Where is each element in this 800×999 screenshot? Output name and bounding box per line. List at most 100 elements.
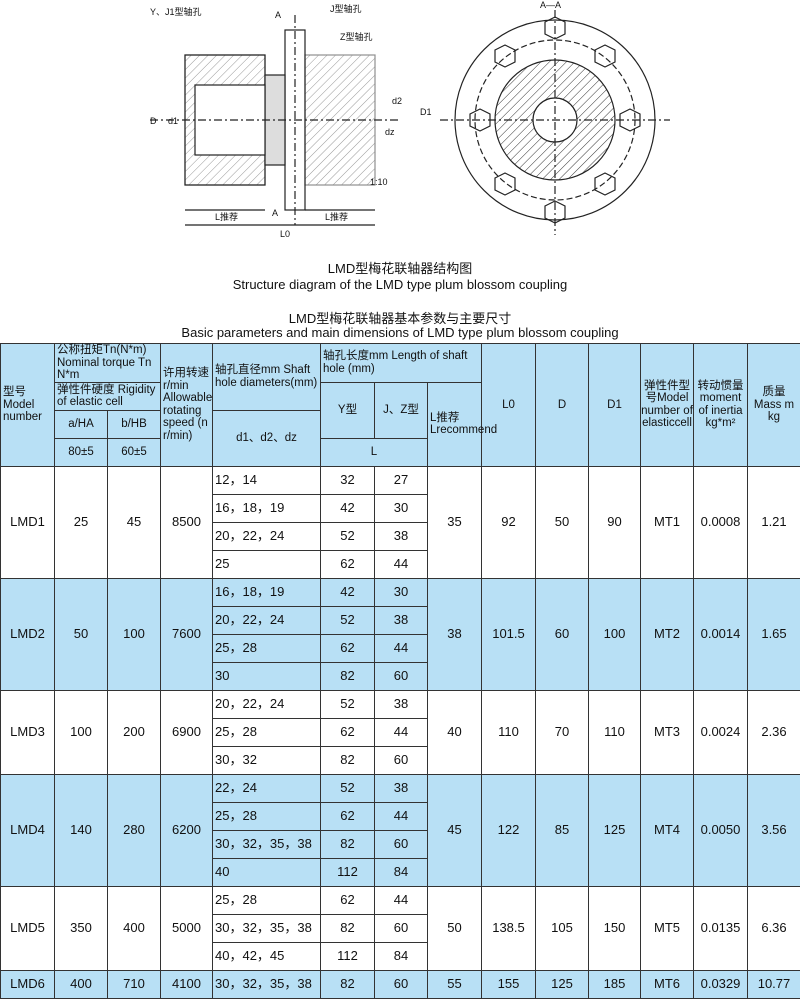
length-y-cell: 82 bbox=[321, 914, 375, 942]
model-cell: LMD6 bbox=[1, 970, 55, 998]
lrec-cell: 35 bbox=[428, 466, 482, 578]
torque-a-cell: 100 bbox=[55, 690, 108, 774]
D1-cell: 150 bbox=[589, 886, 641, 970]
header-lrec: L推荐 Lrecommend bbox=[428, 382, 482, 466]
length-jz-cell: 44 bbox=[375, 718, 428, 746]
shaft-dia-cell: 30 bbox=[213, 662, 321, 690]
label-a-top: A bbox=[275, 10, 281, 20]
header-length: 轴孔长度mm Length of shaft hole (mm) bbox=[321, 344, 482, 383]
header-l0: L0 bbox=[482, 344, 536, 467]
torque-a-cell: 350 bbox=[55, 886, 108, 970]
length-jz-cell: 38 bbox=[375, 606, 428, 634]
label-j-hole: J型轴孔 bbox=[330, 3, 362, 14]
length-jz-cell: 84 bbox=[375, 942, 428, 970]
lrec-cell: 40 bbox=[428, 690, 482, 774]
speed-cell: 4100 bbox=[161, 970, 213, 998]
speed-cell: 7600 bbox=[161, 578, 213, 690]
shaft-dia-cell: 16，18，19 bbox=[213, 578, 321, 606]
model-cell: LMD2 bbox=[1, 578, 55, 690]
shaft-dia-cell: 20，22，24 bbox=[213, 522, 321, 550]
length-jz-cell: 44 bbox=[375, 886, 428, 914]
cell-cell: MT3 bbox=[641, 690, 694, 774]
label-lrec-right: L推荐 bbox=[325, 211, 348, 222]
D-cell: 50 bbox=[536, 466, 589, 578]
mass-cell: 2.36 bbox=[748, 690, 800, 774]
length-y-cell: 52 bbox=[321, 606, 375, 634]
model-cell: LMD4 bbox=[1, 774, 55, 886]
cell-cell: MT1 bbox=[641, 466, 694, 578]
length-y-cell: 62 bbox=[321, 634, 375, 662]
torque-b-cell: 100 bbox=[108, 578, 161, 690]
length-jz-cell: 38 bbox=[375, 690, 428, 718]
header-D: D bbox=[536, 344, 589, 467]
coupling-structure-drawing: Y、J1型轴孔 J型轴孔 Z型轴孔 A A A—A D d1 d2 dz D1 … bbox=[0, 0, 800, 250]
length-y-cell: 52 bbox=[321, 774, 375, 802]
label-d2: d2 bbox=[392, 96, 402, 106]
header-d: d1、d2、dz bbox=[213, 410, 321, 466]
model-cell: LMD5 bbox=[1, 886, 55, 970]
diagram-title-en: Structure diagram of the LMD type plum b… bbox=[0, 277, 800, 292]
inertia-cell: 0.0024 bbox=[694, 690, 748, 774]
D1-cell: 100 bbox=[589, 578, 641, 690]
torque-a-cell: 50 bbox=[55, 578, 108, 690]
D1-cell: 185 bbox=[589, 970, 641, 998]
header-model: 型号 Model number bbox=[1, 344, 55, 467]
D1-cell: 90 bbox=[589, 466, 641, 578]
shaft-dia-cell: 30，32，35，38 bbox=[213, 830, 321, 858]
inertia-cell: 0.0014 bbox=[694, 578, 748, 690]
D-cell: 60 bbox=[536, 578, 589, 690]
length-y-cell: 82 bbox=[321, 970, 375, 998]
length-y-cell: 112 bbox=[321, 942, 375, 970]
mass-cell: 6.36 bbox=[748, 886, 800, 970]
torque-b-cell: 45 bbox=[108, 466, 161, 578]
inertia-cell: 0.0329 bbox=[694, 970, 748, 998]
header-inertia: 转动惯量 moment of inertia kg*m² bbox=[694, 344, 748, 467]
header-y: Y型 bbox=[321, 382, 375, 438]
header-jz: J、Z型 bbox=[375, 382, 428, 438]
length-y-cell: 42 bbox=[321, 578, 375, 606]
mass-cell: 1.21 bbox=[748, 466, 800, 578]
header-L: L bbox=[321, 438, 428, 466]
torque-b-cell: 710 bbox=[108, 970, 161, 998]
model-cell: LMD1 bbox=[1, 466, 55, 578]
cell-cell: MT2 bbox=[641, 578, 694, 690]
length-jz-cell: 60 bbox=[375, 914, 428, 942]
model-cell: LMD3 bbox=[1, 690, 55, 774]
l0-cell: 92 bbox=[482, 466, 536, 578]
header-shaft-dia: 轴孔直径mm Shaft hole diameters(mm) bbox=[213, 344, 321, 411]
length-y-cell: 112 bbox=[321, 858, 375, 886]
shaft-dia-cell: 25，28 bbox=[213, 718, 321, 746]
l0-cell: 122 bbox=[482, 774, 536, 886]
header-elastic: 弹性件型号Model number of elasticcell bbox=[641, 344, 694, 467]
length-jz-cell: 60 bbox=[375, 662, 428, 690]
shaft-dia-cell: 20，22，24 bbox=[213, 690, 321, 718]
length-jz-cell: 38 bbox=[375, 774, 428, 802]
length-jz-cell: 30 bbox=[375, 494, 428, 522]
D1-cell: 110 bbox=[589, 690, 641, 774]
shaft-dia-cell: 12，14 bbox=[213, 466, 321, 494]
shaft-dia-cell: 22，24 bbox=[213, 774, 321, 802]
cell-cell: MT5 bbox=[641, 886, 694, 970]
speed-cell: 6900 bbox=[161, 690, 213, 774]
label-d1: d1 bbox=[168, 116, 178, 126]
speed-cell: 6200 bbox=[161, 774, 213, 886]
header-rigidity: 弹性件硬度 Rigidity of elastic cell bbox=[55, 382, 161, 410]
torque-b-cell: 280 bbox=[108, 774, 161, 886]
label-section: A—A bbox=[540, 0, 561, 10]
torque-a-cell: 25 bbox=[55, 466, 108, 578]
label-l0: L0 bbox=[280, 229, 290, 239]
mass-cell: 10.77 bbox=[748, 970, 800, 998]
length-y-cell: 62 bbox=[321, 886, 375, 914]
l0-cell: 101.5 bbox=[482, 578, 536, 690]
length-jz-cell: 38 bbox=[375, 522, 428, 550]
cell-cell: MT6 bbox=[641, 970, 694, 998]
label-z-hole: Z型轴孔 bbox=[340, 31, 373, 42]
length-y-cell: 82 bbox=[321, 662, 375, 690]
label-dz: dz bbox=[385, 127, 395, 137]
shaft-dia-cell: 25 bbox=[213, 550, 321, 578]
